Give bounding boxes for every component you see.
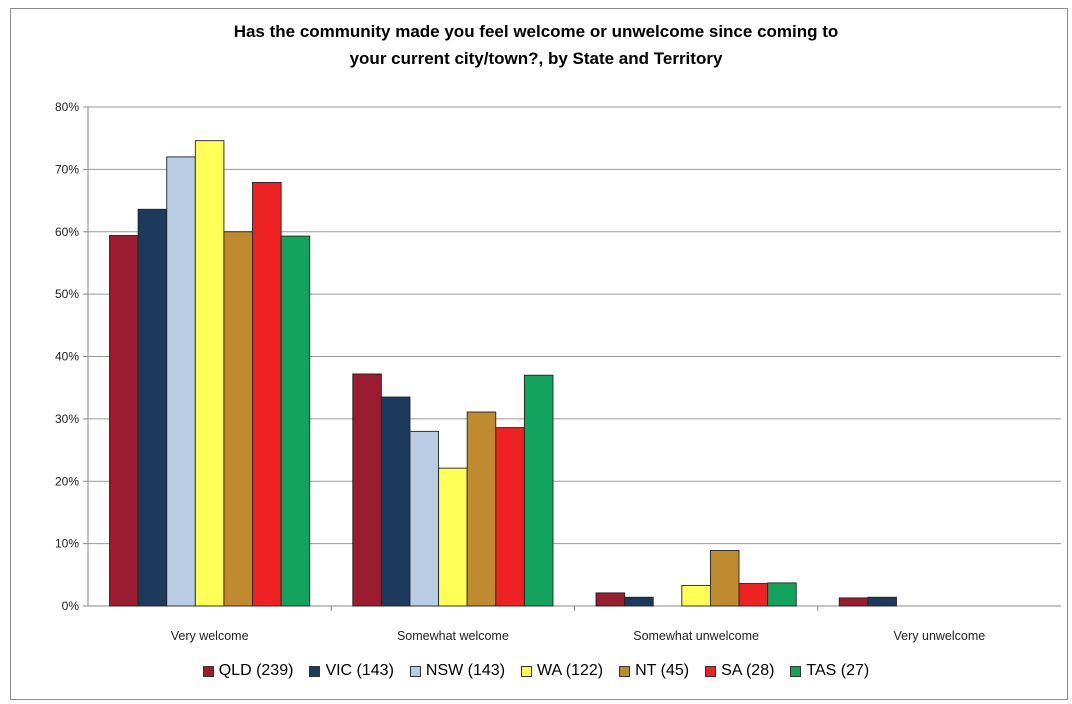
legend: QLD (239) VIC (143) NSW (143) WA (122) NT (4… <box>0 662 1072 680</box>
legend-item: VIC (143) <box>309 662 394 680</box>
bar-wa <box>194 140 225 607</box>
bar-nsw <box>166 156 196 607</box>
legend-label: NT (45) <box>635 662 690 679</box>
bar-qld <box>109 235 139 607</box>
bar-sa <box>495 427 525 607</box>
bar-vic <box>867 596 897 607</box>
y-tick-label: 70% <box>55 162 79 176</box>
x-category-label: Somewhat welcome <box>397 629 509 643</box>
legend-label: VIC (143) <box>325 662 394 679</box>
y-tick-label: 50% <box>55 287 79 301</box>
y-tick-label: 20% <box>55 474 79 488</box>
bar-qld <box>352 373 382 607</box>
bar-wa <box>681 584 711 607</box>
bar-nt <box>223 231 253 607</box>
bar-qld <box>595 592 626 607</box>
bar-nt <box>709 550 740 607</box>
bar-vic <box>380 396 411 607</box>
y-tick-label: 60% <box>55 225 79 239</box>
bar-qld <box>838 597 869 607</box>
x-category-label: Very welcome <box>171 629 249 643</box>
legend-item: SA (28) <box>705 662 774 680</box>
x-category-label: Somewhat unwelcome <box>633 629 759 643</box>
bar-vic <box>624 596 654 607</box>
bar-tas <box>767 582 797 607</box>
legend-item: WA (122) <box>521 662 603 680</box>
legend-item: QLD (239) <box>202 662 294 680</box>
bar-tas <box>280 235 311 607</box>
bar-vic <box>137 208 168 607</box>
legend-item: NT (45) <box>619 662 689 680</box>
legend-swatch <box>409 665 421 677</box>
legend-label: SA (28) <box>721 662 775 679</box>
legend-label: NSW (143) <box>425 662 506 679</box>
chart-title-line-1: Has the community made you feel welcome … <box>233 22 839 41</box>
y-tick-label: 80% <box>55 100 79 114</box>
bar-sa <box>252 182 282 607</box>
bar-wa <box>438 467 468 607</box>
bar-nt <box>466 411 497 607</box>
y-tick-label: 40% <box>55 350 79 364</box>
chart-title-line-2: your current city/town?, by State and Te… <box>349 49 723 68</box>
legend-swatch <box>521 665 533 677</box>
y-tick-label: 10% <box>55 537 79 551</box>
legend-label: WA (122) <box>537 662 604 679</box>
bar-sa <box>738 583 769 607</box>
legend-item: TAS (27) <box>790 662 869 680</box>
legend-item: NSW (143) <box>409 662 506 680</box>
bar-nsw <box>409 430 440 607</box>
y-tick-label: 30% <box>55 412 79 426</box>
legend-swatch <box>790 665 802 677</box>
chart-title: Has the community made you feel welcome … <box>0 18 1072 72</box>
legend-label: TAS (27) <box>806 662 870 679</box>
y-tick-label: 0% <box>62 599 80 613</box>
legend-label: QLD (239) <box>218 662 294 679</box>
legend-swatch <box>619 665 631 677</box>
legend-swatch <box>705 665 717 677</box>
bar-tas <box>523 374 554 607</box>
legend-swatch <box>202 665 214 677</box>
legend-swatch <box>309 665 321 677</box>
x-category-label: Very unwelcome <box>894 629 986 643</box>
